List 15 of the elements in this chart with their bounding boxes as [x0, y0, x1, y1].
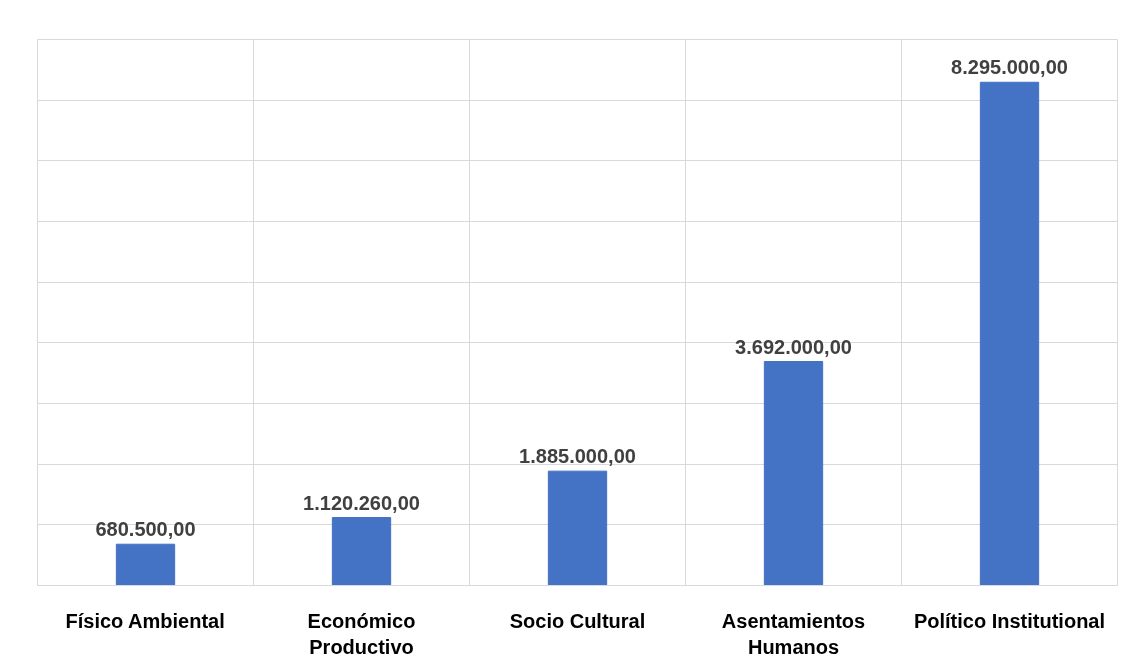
bar — [763, 361, 824, 586]
x-tick-label: Asentamientos Humanos — [721, 609, 866, 658]
x-tick-label: Económico Productivo — [307, 609, 416, 658]
x-tick-label: Político Institutional — [913, 609, 1106, 632]
x-tick-label: Físico Ambiental — [65, 609, 225, 632]
data-label: 680.500,00 — [95, 518, 196, 541]
bar — [979, 81, 1040, 586]
x-tick-label: Socio Cultural — [509, 609, 646, 632]
bar — [115, 543, 176, 586]
data-label: 1.885.000,00 — [519, 445, 636, 468]
data-label: 1.120.260,00 — [303, 491, 420, 514]
data-label: 3.692.000,00 — [735, 335, 852, 358]
bar — [547, 470, 608, 586]
data-label: 8.295.000,00 — [951, 56, 1068, 79]
bar — [331, 517, 392, 586]
